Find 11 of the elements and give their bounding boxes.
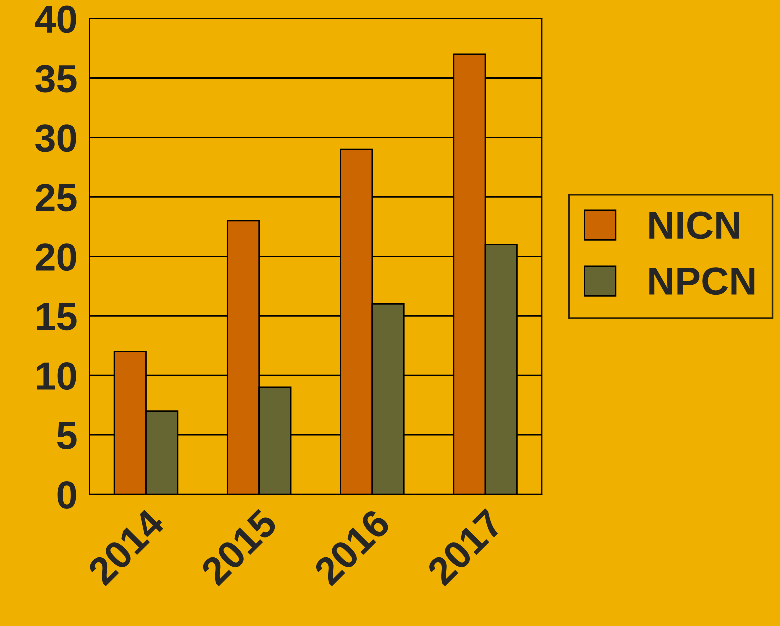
legend-label: NPCN (650, 268, 755, 296)
y-tick-label: 0 (58, 481, 76, 510)
y-tick-label: 10 (37, 362, 76, 390)
y-tick-label: 5 (57, 422, 77, 450)
legend-label: NICN (650, 212, 740, 240)
y-tick-label: 15 (37, 303, 77, 331)
y-tick-label: 25 (36, 184, 77, 212)
y-tick-label: 35 (36, 65, 77, 93)
y-tick-label: 20 (36, 244, 76, 272)
y-tick-label: 30 (36, 124, 76, 152)
y-tick-label: 40 (35, 6, 76, 34)
